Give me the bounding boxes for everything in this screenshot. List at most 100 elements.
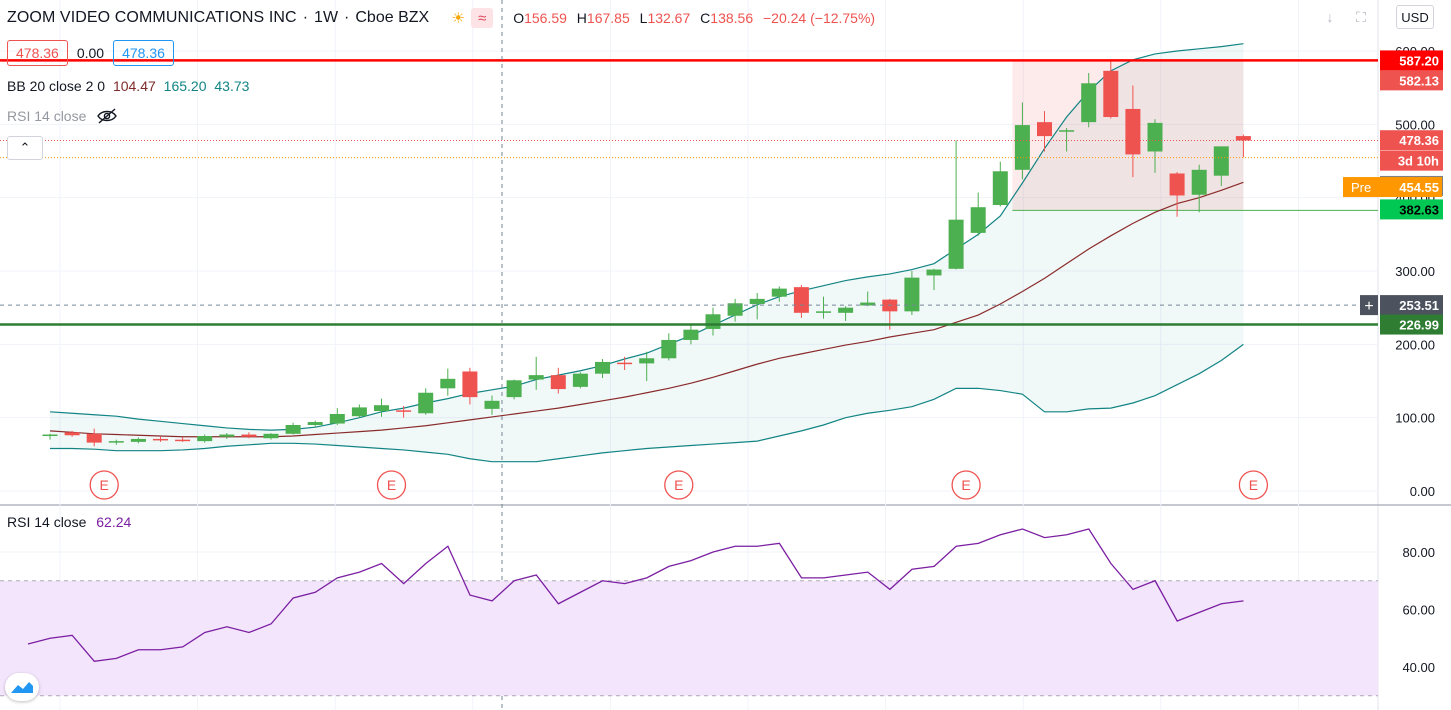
rsi-hidden-label: RSI 14 close xyxy=(7,108,87,124)
label-382-green: 382.63 xyxy=(1399,202,1439,217)
rsi-hidden-legend[interactable]: RSI 14 close xyxy=(7,108,118,124)
candle-body xyxy=(153,438,168,441)
currency-button[interactable]: USD xyxy=(1396,5,1434,29)
label-crosshair-bg xyxy=(1380,295,1443,316)
bb-legend[interactable]: BB 20 close 2 0 104.47 165.20 43.73 xyxy=(7,78,249,94)
candle-body xyxy=(838,307,854,313)
svg-text:E: E xyxy=(961,477,970,493)
interval-label[interactable]: 1W xyxy=(314,9,339,26)
price-tick-label: 0.00 xyxy=(1410,484,1435,499)
candle-body xyxy=(639,358,655,364)
earnings-marker[interactable]: E xyxy=(376,470,407,500)
candle-body xyxy=(418,392,434,414)
spread-value: 0.00 xyxy=(76,45,105,61)
order-panel: 478.36 0.00 478.36 xyxy=(7,40,174,66)
candle-body xyxy=(263,433,279,439)
candle-body xyxy=(285,425,301,434)
earnings-marker[interactable]: E xyxy=(1238,470,1269,500)
candle-body xyxy=(793,287,809,313)
market-status-sun-icon[interactable]: ☀ xyxy=(451,10,465,27)
bb-upper-value: 165.20 xyxy=(163,78,207,94)
high-value: 167.85 xyxy=(586,10,630,26)
price-tick-label: 500.00 xyxy=(1395,117,1435,132)
collapse-legend-button[interactable]: ⌃ xyxy=(7,136,43,160)
candle-body xyxy=(705,314,721,329)
data-delayed-icon[interactable]: ≈ xyxy=(471,8,494,28)
candle-body xyxy=(1037,122,1052,137)
candle-body xyxy=(462,371,478,398)
svg-text:E: E xyxy=(674,477,683,493)
ohlc-values: O156.59 H167.85 L132.67 C138.56 −20.24 (… xyxy=(507,10,875,26)
candle-body xyxy=(42,434,58,437)
candle-body xyxy=(175,439,191,442)
candle-body xyxy=(329,414,345,424)
label-countdown: 3d 10h xyxy=(1398,154,1439,169)
label-last: 478.36 xyxy=(1399,133,1439,148)
earnings-marker[interactable]: E xyxy=(664,470,694,500)
label-countdown-bg xyxy=(1380,150,1443,171)
rsi-value: 62.24 xyxy=(96,514,132,530)
candle-body xyxy=(1103,70,1119,118)
eye-hidden-icon[interactable] xyxy=(96,108,118,124)
candle-body xyxy=(1169,173,1185,196)
header-separator: · xyxy=(302,9,309,26)
candle-body xyxy=(816,311,831,313)
candle-body xyxy=(1014,125,1030,170)
symbol-title[interactable]: ZOOM VIDEO COMMUNICATIONS INC xyxy=(7,9,297,26)
rsi-band-fill xyxy=(0,580,1378,696)
candle-body xyxy=(197,436,213,442)
earnings-marker[interactable]: E xyxy=(951,470,981,500)
bb-legend-label: BB 20 close 2 0 xyxy=(7,78,106,94)
candle-body xyxy=(1213,146,1229,176)
rsi-tick-label: 80.00 xyxy=(1402,545,1435,560)
open-label: O xyxy=(513,10,525,26)
label-582-bg xyxy=(1380,70,1443,91)
candle-body xyxy=(484,400,500,409)
scroll-down-icon[interactable]: ↓ xyxy=(1326,9,1334,25)
label-587: 587.20 xyxy=(1399,53,1439,68)
bb-lower-line xyxy=(50,343,1244,463)
candle-body xyxy=(130,438,146,442)
candle-body xyxy=(396,410,412,412)
earnings-marker[interactable]: E xyxy=(89,470,119,500)
rsi-legend[interactable]: RSI 14 close 62.24 xyxy=(7,514,131,530)
sell-price-button[interactable]: 478.36 xyxy=(7,40,68,66)
candle-body xyxy=(771,288,787,297)
candle-body xyxy=(1081,83,1097,123)
change-value: −20.24 (−12.75%) xyxy=(763,10,876,26)
rsi-tick-label: 40.00 xyxy=(1402,660,1435,675)
buy-price-button[interactable]: 478.36 xyxy=(113,40,174,66)
label-382-green-bg xyxy=(1380,199,1443,220)
svg-text:E: E xyxy=(387,477,396,493)
add-alert-icon[interactable]: + xyxy=(1364,298,1373,315)
candle-body xyxy=(992,171,1008,206)
label-587-bg xyxy=(1380,50,1443,71)
candle-body xyxy=(860,302,876,306)
label-227-bg xyxy=(1380,314,1443,335)
candle-body xyxy=(307,422,323,426)
tradingview-logo-icon[interactable] xyxy=(5,673,39,701)
candle-body xyxy=(1147,122,1163,152)
label-pre-value: 454.55 xyxy=(1399,180,1439,195)
candle-body xyxy=(86,433,102,443)
candle-body xyxy=(440,378,456,389)
candle-body xyxy=(374,405,389,412)
chevron-up-icon: ⌃ xyxy=(19,140,31,155)
candle-body xyxy=(683,329,699,340)
candle-body xyxy=(1235,136,1251,141)
candle-body xyxy=(727,303,743,316)
fullscreen-icon[interactable]: ⛶ xyxy=(1356,8,1366,25)
pre-label-bg xyxy=(1343,177,1442,198)
close-value: 138.56 xyxy=(710,10,754,26)
candle-body xyxy=(528,375,544,380)
candle-body xyxy=(749,298,765,305)
candle-body xyxy=(572,373,588,387)
bb-lower-value: 43.73 xyxy=(214,78,250,94)
bb-basis-value: 104.47 xyxy=(112,78,156,94)
low-value: 132.67 xyxy=(647,10,691,26)
candle-body xyxy=(948,219,964,269)
candle-body xyxy=(108,441,124,443)
candle-body xyxy=(1059,130,1075,132)
candle-body xyxy=(506,380,522,398)
